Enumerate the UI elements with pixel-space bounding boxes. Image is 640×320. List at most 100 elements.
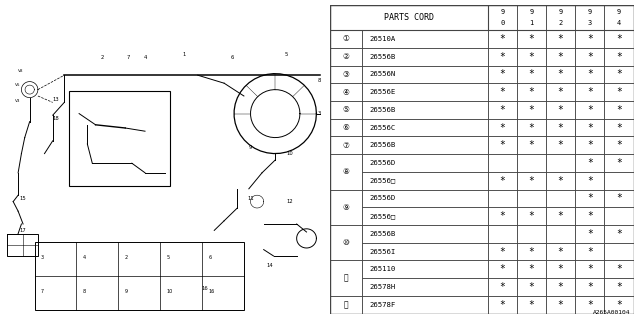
Text: *: * [616,140,622,150]
Bar [546,119,575,136]
Text: 6: 6 [209,255,211,260]
Text: *: * [499,34,505,44]
Text: *: * [616,34,622,44]
Bar [604,5,634,30]
Bar [330,154,362,189]
Text: *: * [557,69,564,79]
Bar [488,101,517,119]
Text: *: * [616,229,622,239]
Text: *: * [499,105,505,115]
Bar [546,225,575,243]
Text: *: * [616,69,622,79]
Bar [604,83,634,101]
Text: 26556I: 26556I [369,249,396,255]
Bar [362,66,488,83]
Text: *: * [529,52,534,62]
Text: ⑪: ⑪ [343,274,348,283]
Text: 26556□: 26556□ [369,178,396,184]
Bar [546,243,575,260]
Bar [575,278,604,296]
Bar [517,189,546,207]
Text: 26556D: 26556D [369,196,396,201]
Bar [546,101,575,119]
Bar [330,48,362,66]
Bar [330,30,362,48]
Text: 10: 10 [166,289,173,294]
Text: *: * [529,87,534,97]
Bar [604,189,634,207]
Bar [575,66,604,83]
Text: *: * [587,176,593,186]
Text: *: * [587,282,593,292]
Text: *: * [499,176,505,186]
Text: *: * [499,69,505,79]
Text: 9: 9 [249,145,252,150]
Text: 1: 1 [183,52,186,57]
Text: 3: 3 [318,111,321,116]
Text: *: * [499,300,505,310]
Bar [488,207,517,225]
Bar [575,243,604,260]
Bar [604,136,634,154]
Text: 3: 3 [588,20,592,26]
Bar [575,101,604,119]
Bar [517,119,546,136]
Bar [517,154,546,172]
Text: *: * [529,264,534,274]
Bar [362,83,488,101]
Bar [575,189,604,207]
Bar [488,136,517,154]
Text: 13: 13 [52,97,60,102]
Text: 12: 12 [287,199,293,204]
Bar [35,242,244,310]
Text: V3: V3 [15,100,20,103]
Text: *: * [587,52,593,62]
Bar [362,48,488,66]
Text: ①: ① [342,35,349,44]
Bar [604,296,634,314]
Text: 26510A: 26510A [369,36,396,42]
Bar [362,278,488,296]
Bar [330,101,362,119]
Bar [330,296,362,314]
Text: ⑫: ⑫ [343,300,348,309]
Text: *: * [529,140,534,150]
Bar [488,119,517,136]
Text: V8: V8 [18,69,24,73]
Text: ⑨: ⑨ [342,203,349,212]
Bar [546,66,575,83]
Text: *: * [529,300,534,310]
Text: 9: 9 [529,9,534,15]
Text: 26578F: 26578F [369,302,396,308]
Text: *: * [499,140,505,150]
Text: *: * [587,69,593,79]
Bar [604,225,634,243]
Text: 26556B: 26556B [369,231,396,237]
Text: *: * [499,52,505,62]
Text: *: * [557,87,564,97]
Text: 5: 5 [166,255,170,260]
Bar [362,136,488,154]
Text: 3: 3 [41,255,44,260]
Bar [517,225,546,243]
Text: 26556D: 26556D [369,160,396,166]
Bar [362,207,488,225]
Text: *: * [616,282,622,292]
Bar [330,119,362,136]
Bar [546,48,575,66]
Text: ⑧: ⑧ [342,167,349,176]
Text: *: * [529,282,534,292]
Text: ⑩: ⑩ [342,238,349,247]
Text: *: * [616,123,622,132]
Bar [546,154,575,172]
Text: 8: 8 [83,289,86,294]
Bar [575,260,604,278]
Text: *: * [557,34,564,44]
Text: 26556E: 26556E [369,89,396,95]
Bar [362,30,488,48]
Text: 26556C: 26556C [369,124,396,131]
Text: ⑦: ⑦ [342,141,349,150]
Text: ⑥: ⑥ [342,123,349,132]
Text: *: * [499,282,505,292]
Bar [362,225,488,243]
